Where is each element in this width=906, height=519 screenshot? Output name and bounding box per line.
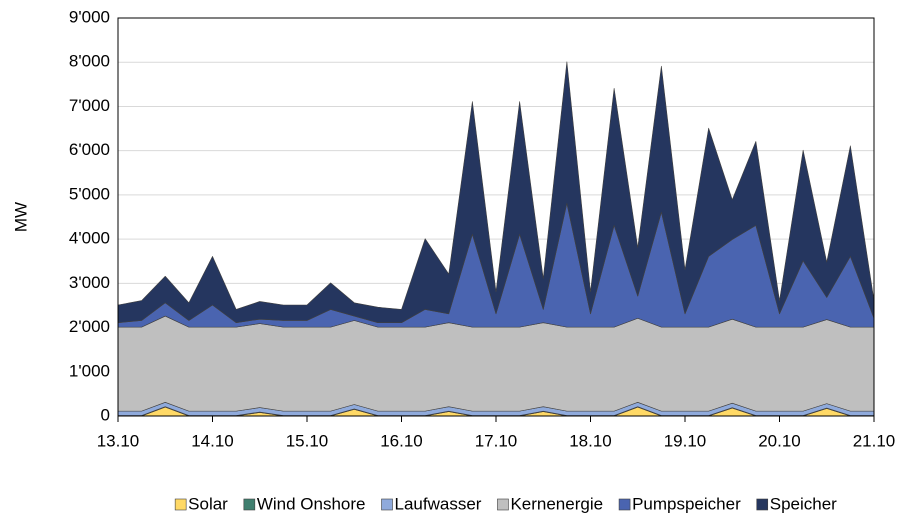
- y-tick-label: 9'000: [69, 7, 110, 26]
- x-tick-label: 15.10: [286, 431, 329, 450]
- y-axis-label: MW: [11, 202, 30, 232]
- y-tick-label: 4'000: [69, 229, 110, 248]
- legend-label: Kernenergie: [510, 494, 603, 513]
- legend-label: Speicher: [770, 494, 837, 513]
- y-tick-label: 8'000: [69, 52, 110, 71]
- y-tick-label: 5'000: [69, 184, 110, 203]
- y-tick-label: 6'000: [69, 140, 110, 159]
- y-tick-label: 3'000: [69, 273, 110, 292]
- y-tick-label: 0: [101, 405, 110, 424]
- legend-label: Wind Onshore: [257, 494, 366, 513]
- legend-swatch: [756, 498, 769, 511]
- x-tick-label: 14.10: [191, 431, 234, 450]
- y-tick-label: 2'000: [69, 317, 110, 336]
- x-tick-label: 17.10: [475, 431, 518, 450]
- legend-label: Pumpspeicher: [632, 494, 741, 513]
- legend-swatch: [497, 498, 509, 511]
- legend-swatch: [381, 498, 393, 511]
- legend-label: Laufwasser: [395, 494, 482, 513]
- legend-swatch: [243, 498, 256, 511]
- x-tick-label: 21.10: [853, 431, 896, 450]
- x-tick-label: 13.10: [97, 431, 140, 450]
- x-tick-label: 20.10: [758, 431, 801, 450]
- x-tick-label: 19.10: [664, 431, 707, 450]
- x-tick-label: 16.10: [380, 431, 423, 450]
- y-tick-label: 7'000: [69, 96, 110, 115]
- legend: Solar Wind Onshore Laufwasser Kernenergie Pu…: [174, 494, 837, 513]
- legend-label: Solar: [188, 494, 228, 513]
- area: [117, 315, 875, 412]
- legend-swatch: [174, 498, 187, 511]
- y-tick-label: 1'000: [69, 361, 110, 380]
- legend-swatch: [618, 498, 631, 511]
- x-tick-label: 18.10: [569, 431, 612, 450]
